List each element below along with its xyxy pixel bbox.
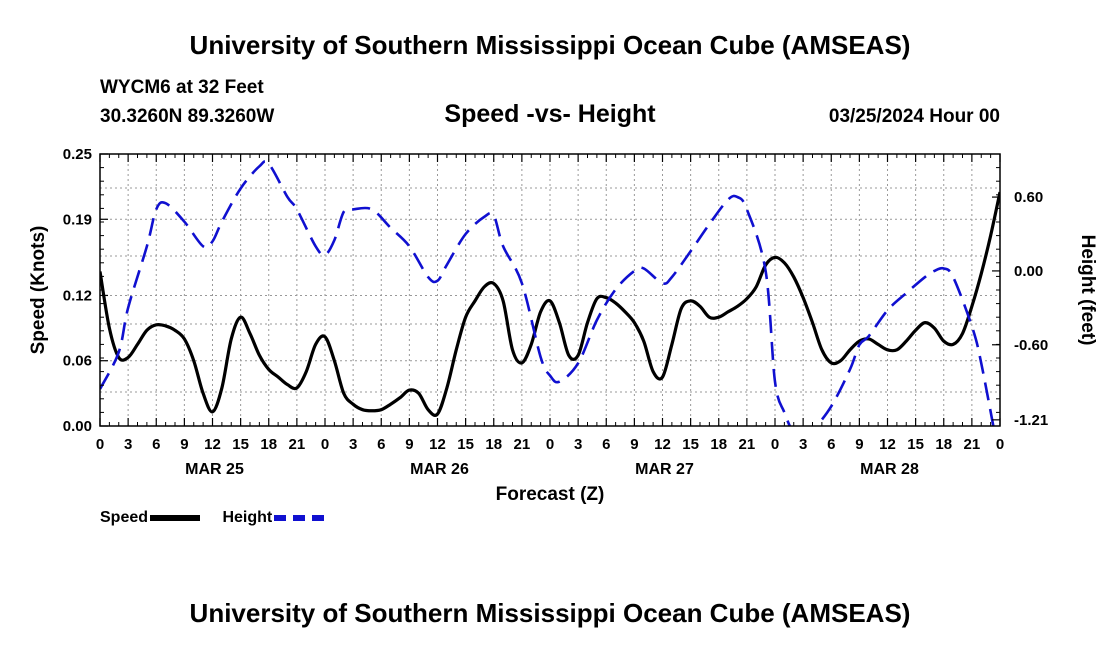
footer-title: University of Southern Mississippi Ocean…: [189, 598, 911, 628]
x-tick-label: 6: [827, 436, 835, 453]
legend: Speed Height: [100, 509, 342, 527]
x-tick-label: 0: [546, 436, 554, 453]
series-group: [100, 160, 1000, 426]
x-tick-label: 12: [879, 436, 896, 453]
axis-labels: 0 3 6 9 12 15 18 21 0 3 6 9 12 15 18 21 0 3 6 9 12 15 18 21 0 3 6 9…: [28, 146, 1098, 505]
y2-tick-label: 0.00: [1014, 263, 1043, 280]
x-tick-label: 21: [964, 436, 981, 453]
x-tick-label: 15: [682, 436, 699, 453]
y2-tick-label: 0.60: [1014, 189, 1043, 206]
x-tick-label: 3: [124, 436, 132, 453]
x-tick-label: 12: [654, 436, 671, 453]
legend-height-swatch: [274, 515, 325, 521]
y2-tick-label: -1.21: [1014, 412, 1048, 429]
x-tick-label: 3: [349, 436, 357, 453]
y-tick-label: 0.06: [63, 353, 92, 370]
x-tick-label: 12: [204, 436, 221, 453]
x-day-label: MAR 26: [410, 461, 469, 478]
x-tick-label: 15: [232, 436, 249, 453]
x-tick-label: 18: [935, 436, 952, 453]
x-tick-label: 18: [485, 436, 502, 453]
station-label: WYCM6 at 32 Feet: [100, 77, 264, 98]
x-tick-label: 21: [289, 436, 306, 453]
x-tick-label: 15: [907, 436, 924, 453]
x-tick-label: 0: [996, 436, 1004, 453]
x-tick-label: 15: [457, 436, 474, 453]
y-tick-label: 0.00: [63, 418, 92, 435]
y-axis-label: Speed (Knots): [28, 226, 49, 355]
station-coordinates: 30.3260N 89.3260W: [100, 106, 275, 127]
page-title: University of Southern Mississippi Ocean…: [189, 30, 911, 60]
legend-height-label: Height: [222, 509, 273, 526]
forecast-datetime: 03/25/2024 Hour 00: [828, 106, 1000, 127]
x-tick-label: 18: [260, 436, 277, 453]
legend-item-height: Height: [222, 509, 325, 527]
legend-speed-label: Speed: [100, 509, 149, 526]
x-tick-label: 0: [96, 436, 104, 453]
x-tick-label: 21: [514, 436, 531, 453]
x-tick-label: 3: [799, 436, 807, 453]
series-line-speed: [100, 191, 1000, 417]
x-tick-label: 18: [710, 436, 727, 453]
y-tick-label: 0.25: [63, 146, 92, 163]
series-line-height: [100, 160, 995, 426]
y-tick-label: 0.19: [63, 211, 92, 228]
legend-speed-swatch: [150, 515, 201, 521]
x-tick-label: 9: [630, 436, 638, 453]
x-tick-label: 6: [602, 436, 610, 453]
x-axis-label: Forecast (Z): [496, 484, 605, 505]
x-tick-label: 9: [180, 436, 188, 453]
chart-title: Speed -vs- Height: [444, 100, 656, 128]
x-tick-label: 9: [855, 436, 863, 453]
y2-tick-label: -0.60: [1014, 337, 1048, 354]
x-day-label: MAR 27: [635, 461, 694, 478]
x-tick-label: 12: [429, 436, 446, 453]
x-day-label: MAR 25: [185, 461, 244, 478]
x-tick-label: 21: [739, 436, 756, 453]
x-tick-label: 9: [405, 436, 413, 453]
x-tick-label: 0: [771, 436, 779, 453]
axis-ticks: [99, 153, 1001, 427]
x-tick-label: 6: [377, 436, 385, 453]
x-tick-label: 3: [574, 436, 582, 453]
grid: [99, 154, 1001, 426]
x-tick-label: 6: [152, 436, 160, 453]
x-tick-label: 0: [321, 436, 329, 453]
y2-axis-label: Height (feet): [1077, 235, 1098, 346]
y-tick-label: 0.12: [63, 287, 92, 304]
legend-item-speed: Speed: [100, 509, 201, 527]
x-day-label: MAR 28: [860, 461, 919, 478]
